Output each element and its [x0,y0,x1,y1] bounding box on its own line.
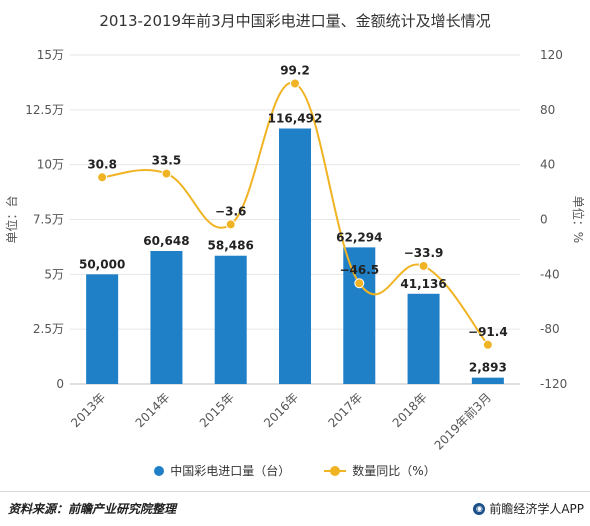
yoy-point [225,219,236,230]
left-tick-label: 15万 [37,48,64,62]
legend-item-yoy: 数量同比（%） [324,462,436,479]
yoy-point [161,168,172,179]
chart-legend: 中国彩电进口量（台） 数量同比（%） [0,462,590,479]
bar-value-label: 41,136 [400,277,446,291]
legend-label-yoy: 数量同比（%） [352,464,436,478]
legend-bar-swatch [154,465,165,476]
bar [407,293,440,384]
left-tick-label: 7.5万 [33,213,64,227]
right-tick-label: -40 [540,267,560,281]
footer-divider [0,491,590,492]
category-label: 2017年 [325,390,365,430]
brand-logo-icon: ◉ [473,502,486,515]
category-label: 2018年 [390,390,430,430]
yoy-value-label: −33.9 [404,246,444,260]
chart-title: 2013-2019年前3月中国彩电进口量、金额统计及增长情况 [99,12,491,30]
combo-chart: 0 2.5万 5万 7.5万 10万 12.5万 15万 -120 -80 -40 0 40 80 120… [4,48,586,453]
legend-item-import-volume: 中国彩电进口量（台） [154,462,290,479]
bar-value-label: 58,486 [208,239,254,253]
yoy-value-label: −46.5 [339,263,379,277]
bar-value-label: 60,648 [143,234,189,248]
left-tick-label: 0 [56,377,64,391]
bar [150,250,183,384]
bar-value-label: 116,492 [268,111,323,125]
right-tick-label: -80 [540,322,560,336]
brand-label: 前瞻经济学人APP [489,502,584,516]
source-note: 资料来源：前瞻产业研究院整理 [8,502,177,516]
category-label: 2014年 [133,390,173,430]
category-label: 2015年 [197,390,237,430]
left-tick-label: 2.5万 [33,322,64,336]
left-tick-label: 10万 [37,158,64,172]
yoy-point [97,172,108,183]
bar [214,255,247,384]
left-axis-label: 单位：台 [4,195,19,243]
brand-credit: ◉ 前瞻经济学人APP [473,500,584,517]
right-tick-label: -120 [540,377,567,391]
yoy-point [418,260,429,271]
category-label: 2019年前3月 [431,390,494,453]
legend-line-swatch [324,465,347,476]
yoy-value-label: 99.2 [280,64,310,78]
category-label: 2016年 [261,390,301,430]
right-tick-label: 40 [540,158,555,172]
bar [86,274,119,384]
yoy-value-label: 30.8 [87,157,117,171]
bar-value-label: 62,294 [336,230,382,244]
left-tick-label: 12.5万 [25,103,64,117]
bar-value-label: 50,000 [79,257,125,271]
category-label: 2013年 [68,390,108,430]
yoy-value-label: 33.5 [152,154,182,168]
yoy-point [290,78,300,89]
right-tick-label: 80 [540,103,555,117]
yoy-value-label: −3.6 [215,204,246,218]
bar-value-label: 2,893 [469,361,507,375]
left-tick-label: 5万 [44,267,64,281]
right-tick-label: 0 [540,213,548,227]
bar [343,247,376,384]
yoy-value-label: −91.4 [468,325,508,339]
bar [279,128,311,384]
legend-label-import-volume: 中国彩电进口量（台） [170,464,291,478]
yoy-point [354,278,365,289]
right-tick-label: 120 [540,48,563,62]
right-axis-label: 单位：% [571,196,586,243]
bar [471,377,504,384]
yoy-point [482,339,493,350]
